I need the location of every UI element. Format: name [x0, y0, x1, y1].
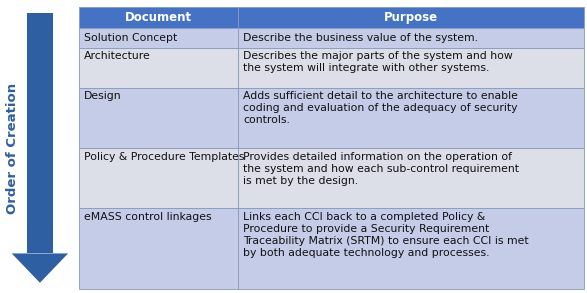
Text: Describes the major parts of the system and how
the system will integrate with o: Describes the major parts of the system … [243, 51, 512, 73]
Bar [79, 148, 238, 208]
Text: Document: Document [125, 11, 193, 24]
Bar [79, 88, 238, 148]
Polygon shape [12, 253, 68, 283]
Text: Describe the business value of the system.: Describe the business value of the syste… [243, 33, 478, 43]
Text: Solution Concept: Solution Concept [84, 33, 177, 43]
Bar [79, 28, 238, 48]
Text: Adds sufficient detail to the architecture to enable
coding and evaluation of th: Adds sufficient detail to the architectu… [243, 91, 518, 125]
Bar [238, 88, 584, 148]
Text: Order of Creation: Order of Creation [6, 82, 19, 214]
Text: Design: Design [84, 91, 122, 101]
Text: eMASS control linkages: eMASS control linkages [84, 212, 211, 222]
Bar [238, 7, 584, 28]
Bar [238, 28, 584, 48]
Text: Policy & Procedure Templates: Policy & Procedure Templates [84, 152, 244, 162]
Bar [27, 13, 53, 253]
Bar [79, 208, 238, 289]
Bar [79, 7, 238, 28]
Bar [79, 48, 238, 88]
Bar [238, 48, 584, 88]
Bar [238, 208, 584, 289]
Bar [238, 148, 584, 208]
Text: Architecture: Architecture [84, 51, 151, 61]
Text: Links each CCI back to a completed Policy &
Procedure to provide a Security Requ: Links each CCI back to a completed Polic… [243, 212, 528, 258]
Text: Provides detailed information on the operation of
the system and how each sub-co: Provides detailed information on the ope… [243, 152, 519, 186]
Text: Purpose: Purpose [384, 11, 438, 24]
